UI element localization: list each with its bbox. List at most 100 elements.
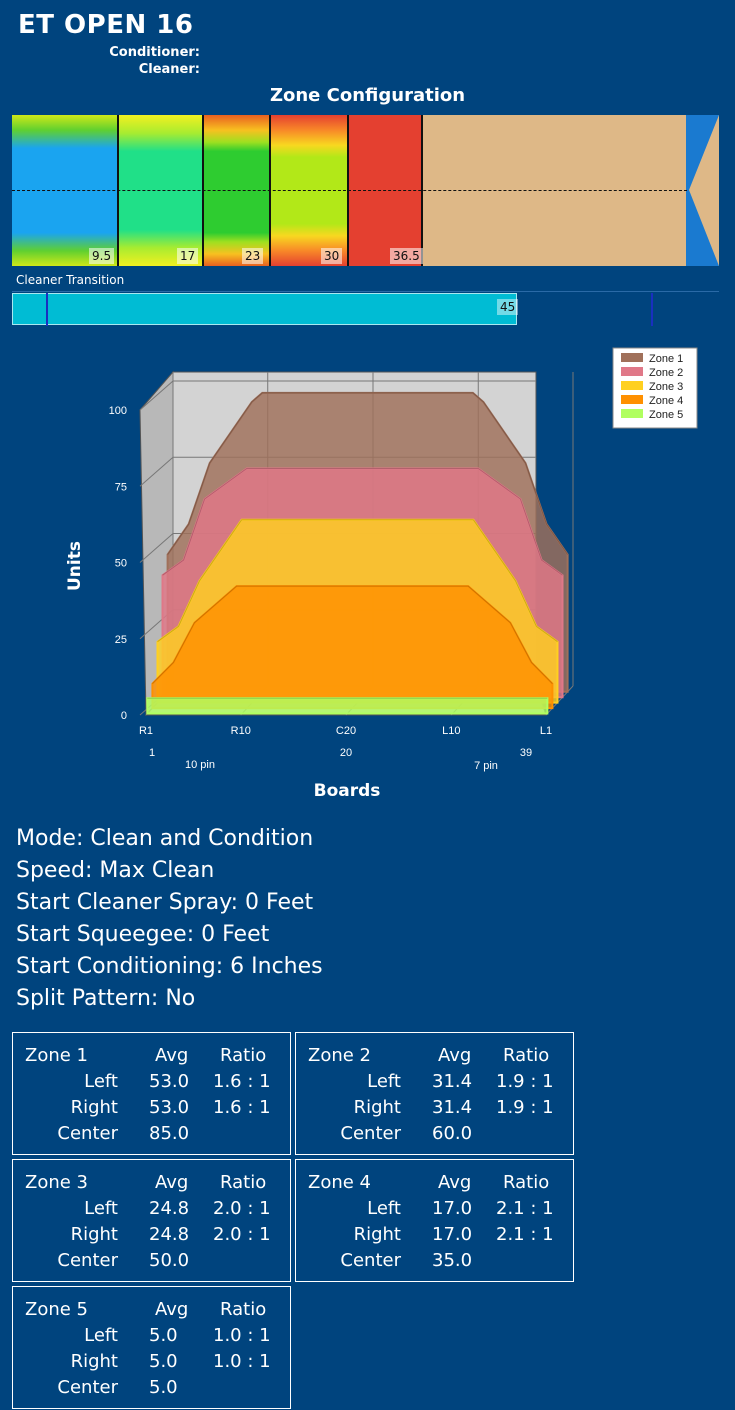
x-axis-title: Boards [314,781,381,801]
gridline-side [139,380,174,411]
right-ratio: 1.6 : 1 [213,1097,271,1118]
zone-name: Zone 2 [308,1045,371,1066]
center-avg: 60.0 [432,1123,473,1144]
zone-length-label: 30 [321,248,343,264]
start-cleaner-spray-text: Start Cleaner Spray: 0 Feet [16,890,314,915]
series-area-zone-4 [151,585,554,710]
center-label: Center [340,1250,401,1271]
legend-label: Zone 2 [649,367,683,379]
cleaner-transition-line [12,291,719,292]
right-label: Right [353,1097,401,1118]
legend-entry-4: Zone 4 [621,395,683,407]
zone-stats-box-5: Zone 5 Avg Ratio Left 5.0 1.0 : 1 Right … [12,1286,291,1409]
start-conditioning-text: Start Conditioning: 6 Inches [16,954,323,979]
avg-header: Avg [155,1299,189,1320]
pin-label: 7 pin [474,760,498,772]
center-avg: 85.0 [149,1123,190,1144]
gridline-side [139,533,174,563]
center-label: Center [57,1250,118,1271]
zone-configuration-title: Zone Configuration [269,85,466,106]
cleaner-label: Cleaner: [138,62,200,77]
lane-centerline [12,190,687,191]
split-pattern-text: Split Pattern: No [16,986,196,1011]
x-tick-label: C20 [336,725,356,737]
zone-length-label: 23 [242,248,264,264]
zone-stats-box-2: Zone 2 Avg Ratio Left 31.4 1.9 : 1 Right… [295,1032,574,1155]
pin-deck-arrow-icon [687,115,719,266]
zone-name: Zone 3 [25,1172,88,1193]
left-avg: 24.8 [149,1198,190,1219]
zone-length-label: 9.5 [89,248,115,264]
pin-label: 10 pin [185,759,215,771]
y-tick-label: 0 [121,710,127,722]
speed-text: Speed: Max Clean [16,858,215,883]
series-ridge-zone-1 [167,392,569,555]
ratio-header: Ratio [220,1045,267,1066]
ratio-header: Ratio [220,1299,267,1320]
legend-swatch [621,367,643,376]
x-tick-label: R10 [231,725,251,737]
x-tick-label: L10 [442,725,460,737]
y-tick-label: 100 [109,405,127,417]
left-avg: 5.0 [149,1325,178,1346]
left-label: Left [84,1325,118,1346]
right-label: Right [70,1351,118,1372]
avg-header: Avg [155,1045,189,1066]
legend-swatch [621,381,643,390]
avg-header: Avg [438,1172,472,1193]
legend-swatch [621,353,643,362]
conditioner-label: Conditioner: [109,45,200,60]
cleaner-transition-marker [651,293,653,326]
y-axis-title: Units [65,541,85,591]
cleaner-transition-marker [46,293,48,326]
right-ratio: 2.1 : 1 [496,1224,554,1245]
cleaner-transition-value: 45 [497,299,519,315]
start-squeegee-text: Start Squeegee: 0 Feet [16,922,270,947]
x-board-number-label: 39 [520,747,532,759]
left-ratio: 1.9 : 1 [496,1071,554,1092]
legend-label: Zone 1 [649,353,683,365]
legend-label: Zone 3 [649,381,683,393]
zone-name: Zone 5 [25,1299,88,1320]
legend-swatch [621,409,643,418]
right-label: Right [70,1224,118,1245]
series-ridge-zone-4 [152,585,553,685]
right-avg: 5.0 [149,1351,178,1372]
ratio-header: Ratio [503,1172,550,1193]
gridline-side [139,456,174,487]
left-label: Left [84,1071,118,1092]
center-avg: 50.0 [149,1250,190,1271]
legend-label: Zone 5 [649,409,683,421]
left-ratio: 1.0 : 1 [213,1325,271,1346]
left-ratio: 1.6 : 1 [213,1071,271,1092]
legend-entry-1: Zone 1 [621,353,683,365]
x-tick-label: R1 [139,725,153,737]
cleaner-transition-label: Cleaner Transition [16,273,125,287]
right-avg: 31.4 [432,1097,473,1118]
zone-configuration-strip: 9.5 17 23 30 36.5 [12,115,719,266]
center-label: Center [57,1377,118,1398]
right-ratio: 1.9 : 1 [496,1097,554,1118]
page-title: ET OPEN 16 [18,10,194,40]
zone-name: Zone 4 [308,1172,371,1193]
right-avg: 17.0 [432,1224,473,1245]
y-tick-label: 50 [115,558,127,570]
legend-entry-3: Zone 3 [621,381,683,393]
zone-stats-box-1: Zone 1 Avg Ratio Left 53.0 1.6 : 1 Right… [12,1032,291,1155]
legend-entry-5: Zone 5 [621,409,683,421]
mode-text: Mode: Clean and Condition [16,826,314,851]
zone-length-label: 36.5 [390,248,423,264]
zone-stats-box-4: Zone 4 Avg Ratio Left 17.0 2.1 : 1 Right… [295,1159,574,1282]
right-ratio: 1.0 : 1 [213,1351,271,1372]
right-avg: 53.0 [149,1097,190,1118]
x-tick-label: L1 [540,725,552,737]
right-ratio: 2.0 : 1 [213,1224,271,1245]
center-avg: 35.0 [432,1250,473,1271]
center-label: Center [57,1123,118,1144]
x-board-number-label: 1 [149,747,155,759]
cleaner-transition-bar [12,293,517,325]
left-avg: 31.4 [432,1071,473,1092]
legend-entry-2: Zone 2 [621,367,683,379]
zone-name: Zone 1 [25,1045,88,1066]
